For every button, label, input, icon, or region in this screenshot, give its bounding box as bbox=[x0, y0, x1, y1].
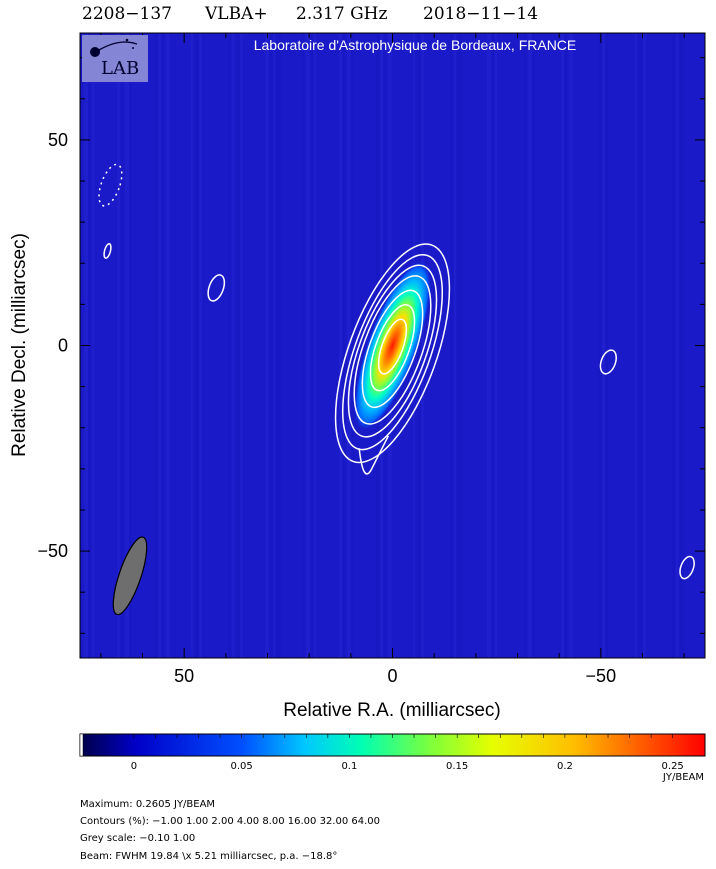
y-axis-label: Relative Decl. (milliarcsec) bbox=[9, 233, 30, 457]
noise-stripe bbox=[277, 33, 281, 658]
x-tick-label: −50 bbox=[586, 666, 617, 686]
beam-ellipse bbox=[112, 536, 148, 616]
noise-stripe bbox=[228, 33, 231, 658]
noise-stripe bbox=[195, 33, 199, 658]
noise-stripe bbox=[158, 33, 161, 658]
noise-stripe bbox=[487, 33, 491, 658]
source-contour bbox=[361, 289, 424, 409]
isolated-contour bbox=[599, 349, 617, 375]
noise-stripe bbox=[643, 33, 646, 658]
noise-stripe bbox=[117, 33, 120, 658]
y-tick-label: 50 bbox=[48, 130, 68, 150]
noise-stripe bbox=[199, 33, 202, 658]
axis-tick-labels: 50 0 −50 50 0 −50 bbox=[37, 130, 616, 686]
noise-stripe bbox=[561, 33, 564, 658]
noise-stripe bbox=[569, 33, 573, 658]
array-name: VLBA+ bbox=[204, 4, 268, 24]
noise-stripe bbox=[240, 33, 243, 658]
noise-stripe bbox=[236, 33, 240, 658]
noise-stripe bbox=[310, 33, 313, 658]
noise-stripe bbox=[491, 33, 494, 658]
noise-stripe bbox=[203, 33, 205, 658]
colorbar-tick-label: 0 bbox=[131, 761, 137, 772]
observation-date: 2018−11−14 bbox=[423, 4, 538, 24]
isolated-contour bbox=[679, 555, 695, 580]
contour-lines bbox=[98, 163, 695, 580]
noise-stripe bbox=[672, 33, 675, 658]
noise-stripe bbox=[306, 33, 310, 658]
noise-stripe bbox=[680, 33, 684, 658]
source-contour bbox=[334, 243, 451, 464]
noise-stripe bbox=[269, 33, 272, 658]
grey-scale-info: Grey scale: −0.10 1.00 bbox=[80, 833, 195, 844]
noise-stripe bbox=[351, 33, 354, 658]
noise-stripe bbox=[676, 33, 678, 658]
source-contour bbox=[369, 304, 416, 392]
source-contour bbox=[347, 264, 438, 438]
noise-stripe bbox=[421, 33, 424, 658]
colorbar-tick-label: 0.25 bbox=[662, 761, 684, 772]
lab-logo-text: LAB bbox=[101, 58, 139, 79]
source-emission bbox=[353, 260, 432, 431]
beam-info: Beam: FWHM 19.84 \x 5.21 milliarcsec, p.… bbox=[80, 851, 337, 862]
colorbar-white-edge bbox=[79, 733, 84, 757]
noise-stripe bbox=[528, 33, 532, 658]
y-tick-label: 0 bbox=[58, 336, 68, 356]
noise-stripe bbox=[495, 33, 497, 658]
lab-caption: Laboratoire d'Astrophysique de Bordeaux,… bbox=[254, 37, 577, 53]
contours-info: Contours (%): −1.00 1.00 2.00 4.00 8.00 … bbox=[80, 816, 380, 827]
negative-contour bbox=[98, 163, 123, 207]
noise-stripe bbox=[602, 33, 605, 658]
noise-stripe bbox=[450, 33, 453, 658]
noise-stripe bbox=[339, 33, 342, 658]
noise-stripe bbox=[606, 33, 608, 658]
noise-stripe bbox=[635, 33, 637, 658]
noise-stripe bbox=[454, 33, 456, 658]
noise-stripe bbox=[154, 33, 158, 658]
source-contour bbox=[353, 275, 432, 425]
colorbar-tick-label: 0.15 bbox=[446, 761, 468, 772]
noise-stripe bbox=[92, 33, 94, 658]
noise-stripe bbox=[232, 33, 234, 658]
noise-stripe bbox=[458, 33, 462, 658]
noise-stripe bbox=[162, 33, 164, 658]
noise-stripe bbox=[191, 33, 193, 658]
source-name: 2208−137 bbox=[82, 4, 172, 24]
y-tick-label: −50 bbox=[37, 541, 68, 561]
colorbar-ticks: 0 0.05 0.1 0.15 0.2 0.25 bbox=[131, 734, 684, 772]
colorbar-tick-label: 0.2 bbox=[557, 761, 573, 772]
x-tick-label: 0 bbox=[387, 666, 397, 686]
isolated-contour bbox=[207, 274, 226, 302]
x-axis-label: Relative R.A. (milliarcsec) bbox=[283, 700, 500, 721]
noise-stripe bbox=[532, 33, 535, 658]
beam-shape bbox=[112, 536, 148, 616]
noise-stripe bbox=[166, 33, 170, 658]
noise-stripe bbox=[129, 33, 132, 658]
noise-stripe bbox=[598, 33, 602, 658]
noise-stripe bbox=[302, 33, 304, 658]
colorbar-unit: JY/BEAM bbox=[662, 772, 704, 783]
lab-logo: LAB bbox=[82, 35, 148, 82]
noise-stripe bbox=[343, 33, 345, 658]
maximum-info: Maximum: 0.2605 JY/BEAM bbox=[80, 799, 215, 810]
noise-stripe bbox=[314, 33, 316, 658]
colorbar-tick-label: 0.1 bbox=[341, 761, 357, 772]
source-contour-tail bbox=[358, 435, 390, 475]
noise-stripe bbox=[273, 33, 275, 658]
x-tick-label: 50 bbox=[174, 666, 194, 686]
frequency: 2.317 GHz bbox=[296, 4, 387, 24]
noise-stripe bbox=[121, 33, 123, 658]
source-contour bbox=[341, 253, 444, 451]
noise-stripe bbox=[565, 33, 567, 658]
isolated-contour bbox=[103, 242, 112, 259]
noise-stripe bbox=[125, 33, 129, 658]
colorbar-tick-label: 0.05 bbox=[231, 761, 253, 772]
noise-stripe bbox=[524, 33, 526, 658]
source-contour bbox=[377, 318, 408, 375]
noise-stripe bbox=[639, 33, 643, 658]
noise-stripe bbox=[265, 33, 269, 658]
source-peak bbox=[353, 260, 432, 431]
noise-stripe bbox=[417, 33, 421, 658]
